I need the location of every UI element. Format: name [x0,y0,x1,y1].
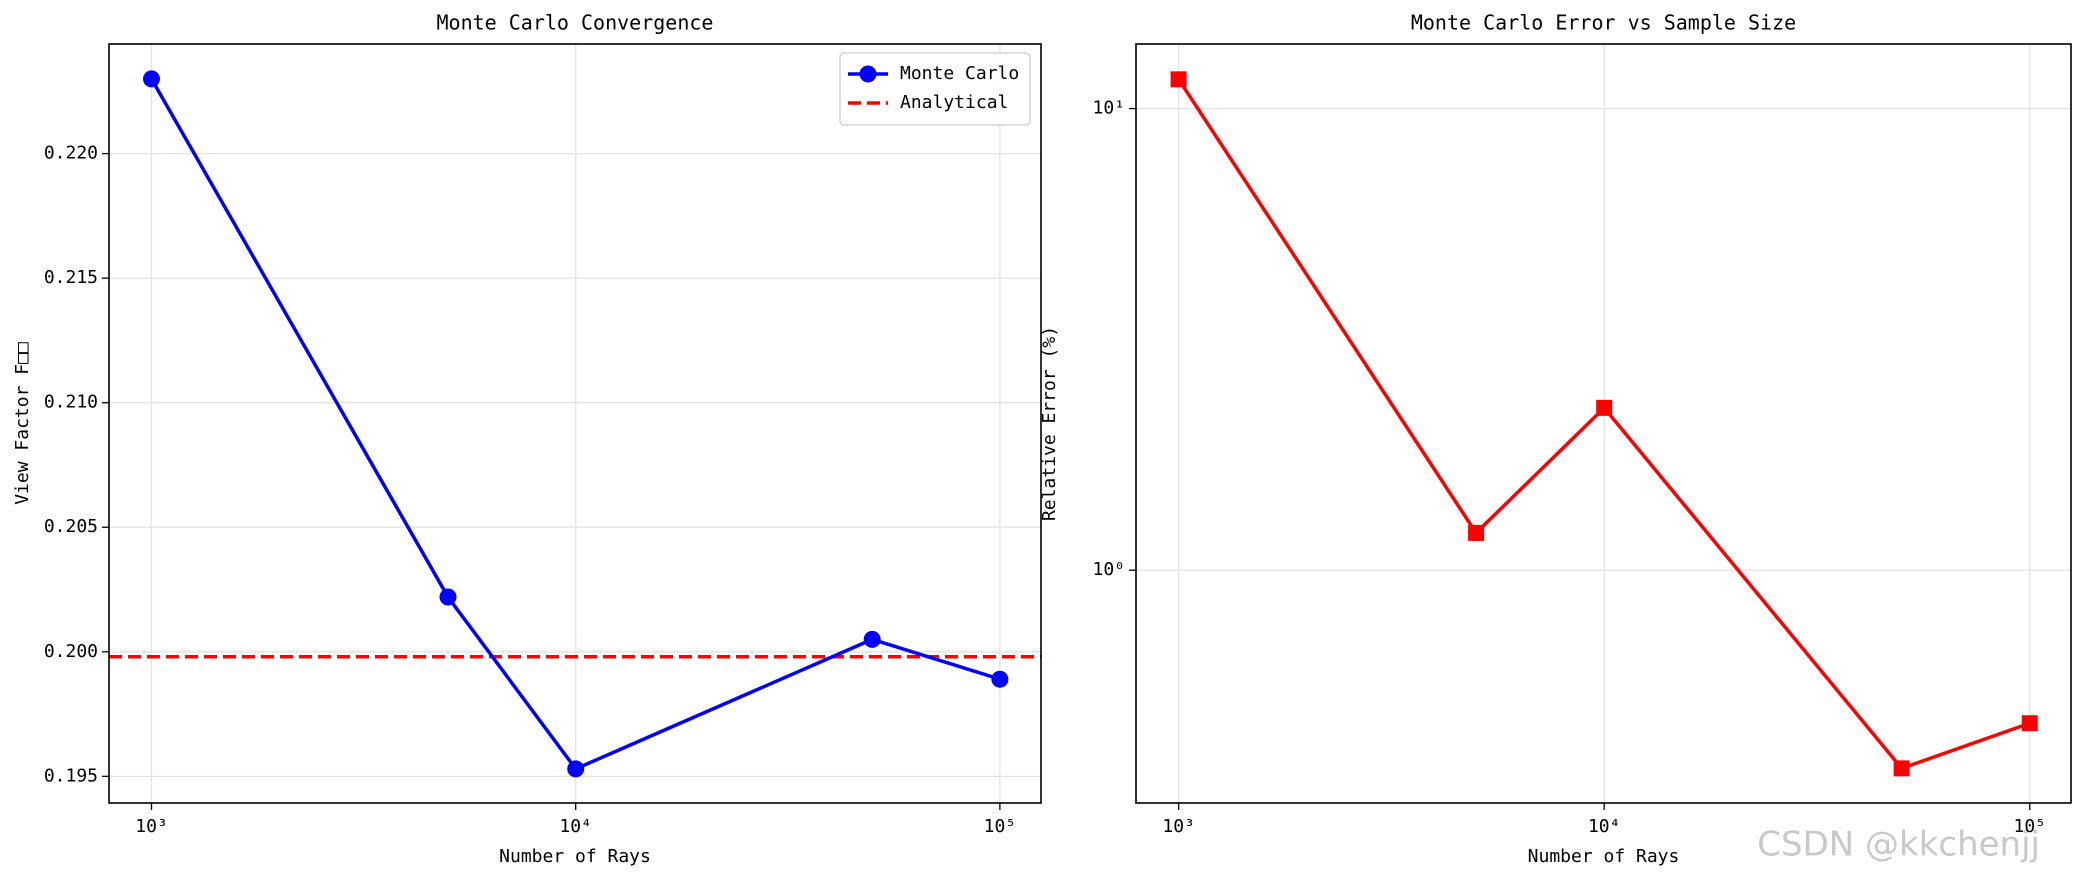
x-tick-label: 10⁴ [1588,816,1621,837]
legend-label: Monte Carlo [900,63,1019,84]
legend-label: Analytical [900,92,1008,113]
plot-frame [108,43,1042,804]
x-tick-label: 10⁴ [559,816,592,837]
x-axis-label: Number of Rays [499,846,651,867]
y-axis-label: View Factor F□□ [12,342,33,505]
y-tick-label: 0.195 [44,765,98,786]
y-tick-label: 10⁰ [1092,559,1125,580]
y-tick-label: 0.220 [44,143,98,164]
x-tick-label: 10³ [1162,816,1195,837]
marker [1893,760,1910,777]
marker [1596,399,1613,416]
y-tick-label: 0.215 [44,267,98,288]
marker [991,670,1009,688]
legend-box [839,52,1031,126]
x-tick-label: 10⁵ [2014,816,2047,837]
legend-marker [859,65,877,83]
y-tick-label: 0.205 [44,516,98,537]
plot-frame [1135,43,2072,804]
y-tick-label: 0.200 [44,641,98,662]
marker [863,630,881,648]
y-tick-label: 10¹ [1092,98,1125,119]
chart-title: Monte Carlo Convergence [437,11,714,35]
marker [1170,71,1187,88]
watermark: CSDN @kkchenjj [1757,825,2040,865]
x-tick-label: 10³ [135,816,168,837]
marker [2021,715,2038,732]
x-tick-label: 10⁵ [984,816,1017,837]
marker [1468,524,1485,541]
y-tick-label: 0.210 [44,392,98,413]
marker [567,760,585,778]
legend: Monte Carlo Analytical [839,52,1031,126]
y-axis-label: Relative Error (%) [1039,326,1060,521]
marker [142,70,160,88]
marker [439,588,457,606]
x-axis-label: Number of Rays [1528,846,1680,867]
chart-title: Monte Carlo Error vs Sample Size [1411,11,1796,35]
